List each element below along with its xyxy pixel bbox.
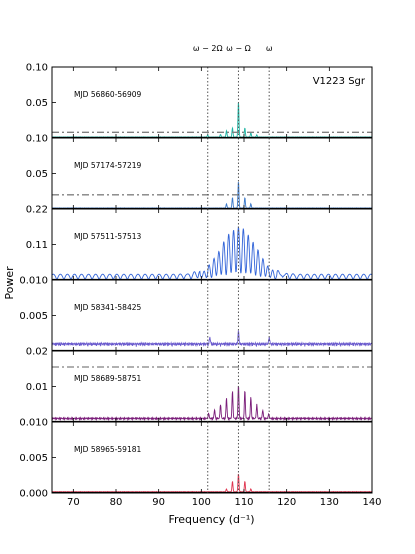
panel-frame	[51, 421, 373, 494]
panel-4: MJD 58341-58425 0.010 0.005	[19, 276, 373, 352]
y-tick-label: 0.11	[26, 240, 48, 251]
panel-5: MJD 58689-58751 0.02 0.01	[26, 347, 373, 423]
y-tick-label: 0.010	[19, 418, 48, 429]
power-spectrum-line	[52, 330, 372, 348]
frequency-marker-label: ω − 2Ω	[193, 44, 223, 53]
x-tick-label: 110	[234, 497, 253, 508]
y-tick-label: 0.05	[26, 169, 48, 180]
panel-epoch-label: MJD 57511-57513	[74, 232, 141, 241]
y-tick-label: 0.10	[26, 134, 48, 145]
y-tick-label: 0.01	[26, 382, 48, 393]
star-name-label: V1223 Sgr	[313, 76, 366, 87]
frequency-marker-label: ω − Ω	[226, 44, 251, 53]
panel-frame	[51, 137, 373, 210]
y-tick-label: 0.05	[26, 98, 48, 109]
y-tick-label: 0.22	[26, 205, 48, 216]
y-tick-label: 0.005	[19, 453, 48, 464]
x-tick-label: 120	[277, 497, 296, 508]
panel-frame	[51, 208, 373, 281]
x-tick-label: 70	[67, 497, 80, 508]
power-spectrum-line	[52, 225, 372, 280]
x-tick-label: 140	[362, 497, 381, 508]
y-tick-label: 0.010	[19, 276, 48, 287]
x-axis-title: Frequency (d⁻¹)	[168, 513, 254, 526]
y-axis-title: Power	[3, 266, 16, 300]
panel-epoch-label: MJD 56860-56909	[74, 90, 141, 99]
x-tick-label: 90	[152, 497, 165, 508]
panel-3: MJD 57511-57513 0.22 0.11	[26, 205, 373, 281]
panel-6: MJD 58965-59181 0.010 0.005 0.000	[19, 418, 373, 500]
panel-epoch-label: MJD 58341-58425	[74, 303, 141, 312]
panel-2: MJD 57174-57219 0.10 0.05	[26, 134, 373, 210]
power-spectrum-line	[52, 473, 372, 493]
frequency-marker-label: ω	[266, 44, 273, 53]
panel-epoch-label: MJD 58689-58751	[74, 374, 141, 383]
x-tick-label: 130	[320, 497, 339, 508]
panel-frame	[51, 279, 373, 352]
panel-1: MJD 56860-56909 0.10 0.05	[26, 63, 373, 139]
y-tick-label: 0.02	[26, 347, 48, 358]
power-spectrum-line	[52, 385, 372, 422]
y-tick-label: 0.000	[19, 489, 48, 500]
y-tick-label: 0.10	[26, 63, 48, 74]
x-tick-label: 100	[192, 497, 211, 508]
overlay-layer: V1223 Sgr Frequency (d⁻¹) Power	[3, 76, 366, 526]
y-tick-label: 0.005	[19, 311, 48, 322]
panel-epoch-label: MJD 58965-59181	[74, 445, 141, 454]
panels-layer: MJD 56860-56909 0.10 0.05 MJD 57174-57219 0.…	[19, 63, 373, 500]
x-tick-label: 80	[110, 497, 123, 508]
panel-frame	[51, 350, 373, 423]
panel-epoch-label: MJD 57174-57219	[74, 161, 141, 170]
